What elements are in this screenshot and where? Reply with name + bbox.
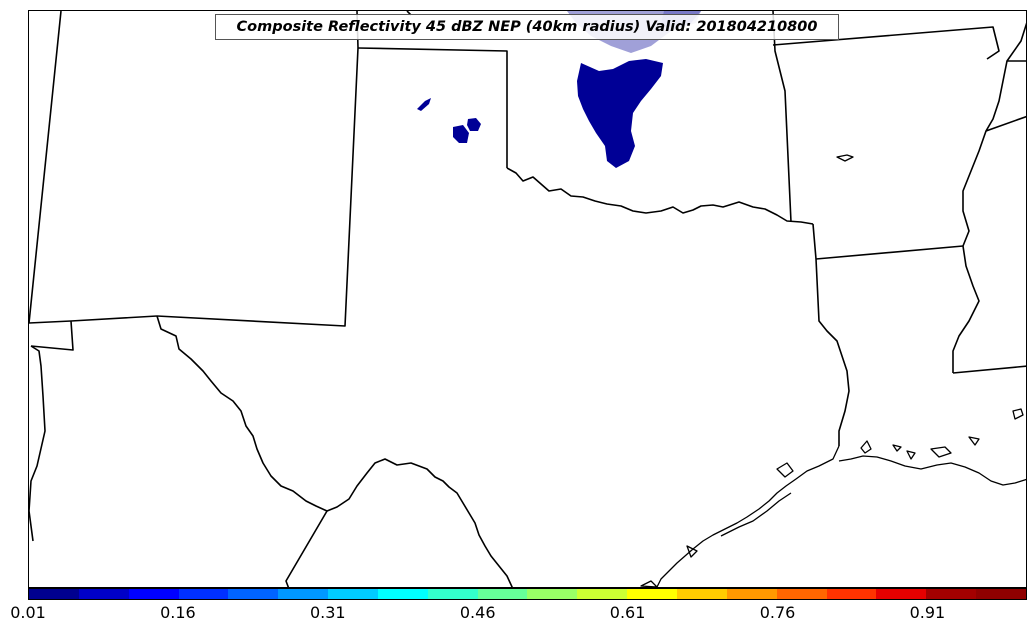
main-probability-region (577, 59, 663, 168)
boundary-arkansas-louisiana (815, 245, 964, 260)
gulf-coastline (640, 154, 1026, 587)
small-probability-region-2 (467, 118, 481, 131)
colorbar-segment (926, 589, 977, 599)
colorbar-segment (29, 589, 79, 599)
colorbar-segment (726, 589, 777, 599)
colorbar-segment (228, 589, 279, 599)
colorbar-tick-label: 0.61 (609, 603, 646, 622)
coastline-inlet-5 (968, 436, 980, 446)
colorbar-segment (826, 589, 877, 599)
colorbar-segment (178, 589, 229, 599)
boundary-red-river (506, 167, 814, 225)
colorbar-segment (477, 589, 528, 599)
map-frame (28, 10, 1027, 588)
colorbar-segment (427, 589, 478, 599)
coastline-barrier-islands (720, 492, 792, 537)
colorbar-segment (876, 589, 927, 599)
boundary-newmexico-east (156, 47, 359, 327)
colorbar-segment (328, 589, 378, 599)
colorbar-tick-label: 0.91 (909, 603, 946, 622)
boundary-rio-grande (156, 315, 513, 587)
coastline-bay-3 (640, 580, 658, 587)
boundary-newmexico-southwest (30, 320, 74, 351)
colorbar-segment (976, 589, 1026, 599)
colorbar-segment (577, 589, 628, 599)
coastline-inlet-3 (906, 450, 916, 460)
colorbar-tick-label: 0.16 (160, 603, 196, 622)
boundary-mexico-west (29, 345, 46, 542)
boundary-oklahoma-panhandle (357, 47, 508, 168)
boundary-arizona-newmexico (29, 11, 62, 324)
boundary-texas-louisiana (812, 223, 850, 446)
colorbar-segment (676, 589, 727, 599)
map-title: Composite Reflectivity 45 dBZ NEP (40km … (236, 19, 818, 35)
colorbar-segment (377, 589, 428, 599)
coastline-texas (656, 445, 840, 587)
boundary-mexico-chihuahua (285, 510, 328, 587)
coastline-inlet-4 (930, 446, 952, 458)
boundary-mississippi-east (985, 115, 1026, 132)
colorbar-segment (627, 589, 677, 599)
coastline-inlet-6 (1012, 408, 1024, 420)
probability-colorbar (28, 588, 1027, 600)
colorbar-segment (776, 589, 827, 599)
small-probability-region-3 (417, 98, 431, 111)
boundary-mississippi-river (952, 22, 1026, 373)
coastline-lake (836, 154, 854, 162)
state-boundaries (29, 11, 1026, 587)
boundary-oklahoma-arkansas (772, 11, 792, 223)
map-title-box: Composite Reflectivity 45 dBZ NEP (40km … (215, 14, 839, 40)
coastline-bay-2 (686, 545, 698, 558)
coastline-inlet-1 (860, 440, 872, 454)
colorbar-tick-label: 0.76 (759, 603, 796, 622)
boundary-newmexico-south (29, 315, 158, 324)
small-probability-region-1 (453, 125, 469, 143)
colorbar-segment (128, 589, 179, 599)
coastline-inlet-2 (892, 444, 902, 452)
colorbar-segment (78, 589, 129, 599)
colorbar-tick-label: 0.31 (309, 603, 346, 622)
boundary-louisiana-mississippi (952, 365, 1026, 374)
colorbar-tick-label: 0.46 (459, 603, 496, 622)
colorbar-tick-label: 0.01 (10, 603, 46, 622)
coastline-louisiana (838, 455, 1026, 486)
coastline-bay-1 (776, 462, 794, 478)
colorbar-segment (278, 589, 329, 599)
map-canvas (29, 11, 1026, 587)
boundary-arkansas-missouri (772, 26, 1000, 60)
colorbar-segment (527, 589, 578, 599)
